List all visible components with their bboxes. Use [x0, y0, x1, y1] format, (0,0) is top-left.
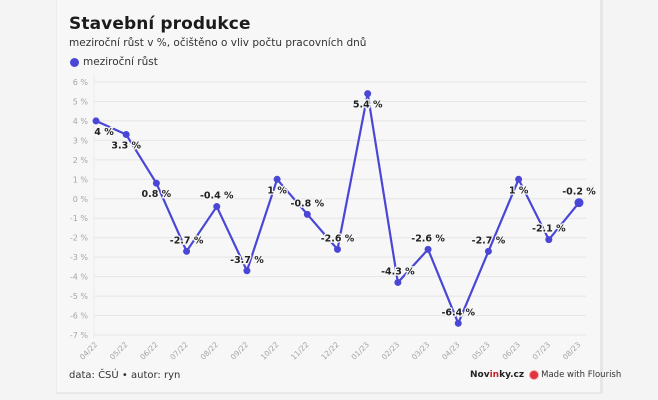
data-label: -6.4 %: [441, 307, 475, 318]
x-tick-label: 05/22: [108, 340, 130, 362]
x-tick-label: 08/22: [199, 340, 221, 362]
y-tick-label: -6 %: [70, 312, 89, 321]
data-point: [122, 131, 130, 139]
data-label: -2.1 %: [532, 224, 566, 235]
y-tick-label: 4 %: [73, 117, 89, 126]
x-tick-label: 04/22: [78, 340, 100, 362]
x-axis: 04/22 05/22 06/22 07/22 08/22 09/22 10/22 11/22…: [78, 340, 583, 362]
data-label: 3.3 %: [111, 141, 141, 152]
data-point: [364, 90, 372, 98]
x-tick-label: 06/23: [500, 340, 522, 362]
y-tick-label: 2 %: [73, 156, 89, 165]
x-tick-label: 07/22: [168, 340, 190, 362]
flourish-logo-icon: [530, 371, 539, 379]
data-point: [424, 245, 432, 253]
legend[interactable]: meziroční růst: [70, 56, 158, 68]
data-label: -3.7 %: [230, 255, 264, 266]
data-point: [484, 247, 492, 255]
chart-subtitle: meziroční růst v %, očištěno o vliv počt…: [69, 37, 367, 49]
data-point: [303, 210, 311, 218]
data-point: [273, 175, 281, 183]
x-tick-label: 11/22: [289, 340, 311, 362]
data-label: -4.3 %: [381, 266, 415, 277]
x-tick-label: 10/22: [259, 340, 281, 362]
data-label: -2.6 %: [321, 233, 355, 244]
data-point: [183, 247, 191, 255]
x-tick-label: 07/23: [531, 340, 553, 362]
y-axis: 6 % 5 % 4 % 3 % 2 % 1 % 0 % -1 % -2 % -3 % -4 % -5 …: [70, 78, 89, 340]
data-point: [574, 198, 584, 208]
x-tick-label: 06/22: [138, 340, 160, 362]
x-tick-label: 02/23: [380, 340, 402, 362]
data-point: [454, 319, 462, 327]
data-point: [152, 179, 160, 187]
x-tick-label: 09/22: [229, 340, 251, 362]
y-tick-label: 5 %: [73, 97, 89, 106]
data-point: [213, 203, 221, 211]
y-tick-label: 0 %: [73, 195, 89, 204]
x-tick-label: 08/23: [561, 340, 583, 362]
footer-branding: Novinky.cz Made with Flourish: [470, 370, 621, 380]
data-point: [394, 278, 402, 286]
data-label: 4 %: [94, 127, 114, 138]
data-point: [334, 245, 341, 253]
data-labels: 4 % 3.3 % 0.8 % -2.7 % -0.4 % -3.7 % 1 % -0.8 %…: [93, 98, 597, 319]
x-tick-label: 04/23: [440, 340, 462, 362]
data-label: -0.4 %: [200, 191, 234, 202]
data-point: [243, 267, 251, 275]
x-tick-label: 05/23: [470, 340, 492, 362]
data-label: -0.8 %: [291, 198, 325, 209]
y-tick-label: -7 %: [70, 331, 89, 340]
data-label: 1 %: [267, 185, 287, 196]
chart-title: Stavební produkce: [69, 14, 251, 34]
x-tick-label: 12/22: [319, 340, 341, 362]
data-label: 1 %: [509, 185, 529, 196]
y-tick-label: -2 %: [70, 234, 89, 243]
data-label: -2.7 %: [472, 235, 506, 246]
y-tick-label: -3 %: [70, 253, 89, 262]
y-tick-label: 1 %: [73, 175, 89, 184]
series-line: [95, 92, 580, 325]
x-tick-label: 03/23: [410, 340, 432, 362]
series-meziroční-růst: [92, 90, 584, 327]
data-label: 0.8 %: [142, 189, 172, 200]
y-tick-label: -5 %: [70, 292, 89, 301]
made-with-flourish-link[interactable]: Made with Flourish: [541, 370, 622, 380]
data-point: [515, 175, 523, 183]
y-tick-label: -1 %: [70, 214, 89, 223]
data-label: -2.6 %: [411, 233, 445, 244]
y-tick-label: -4 %: [70, 273, 89, 282]
data-point: [92, 117, 100, 125]
legend-label: meziroční růst: [83, 56, 158, 68]
data-point: [545, 236, 553, 244]
y-tick-label: 3 %: [73, 136, 89, 145]
y-tick-label: 6 %: [73, 78, 89, 87]
data-label: 5.4 %: [353, 100, 383, 111]
data-label: -2.7 %: [170, 235, 204, 246]
data-label: -0.2 %: [562, 187, 596, 198]
x-tick-label: 01/23: [349, 340, 371, 362]
novinky-logo[interactable]: Novinky.cz: [470, 370, 525, 380]
legend-swatch-icon: [70, 57, 79, 67]
grid-lines: [93, 74, 586, 338]
source-credit: data: ČSÚ • autor: ryn: [69, 370, 181, 381]
